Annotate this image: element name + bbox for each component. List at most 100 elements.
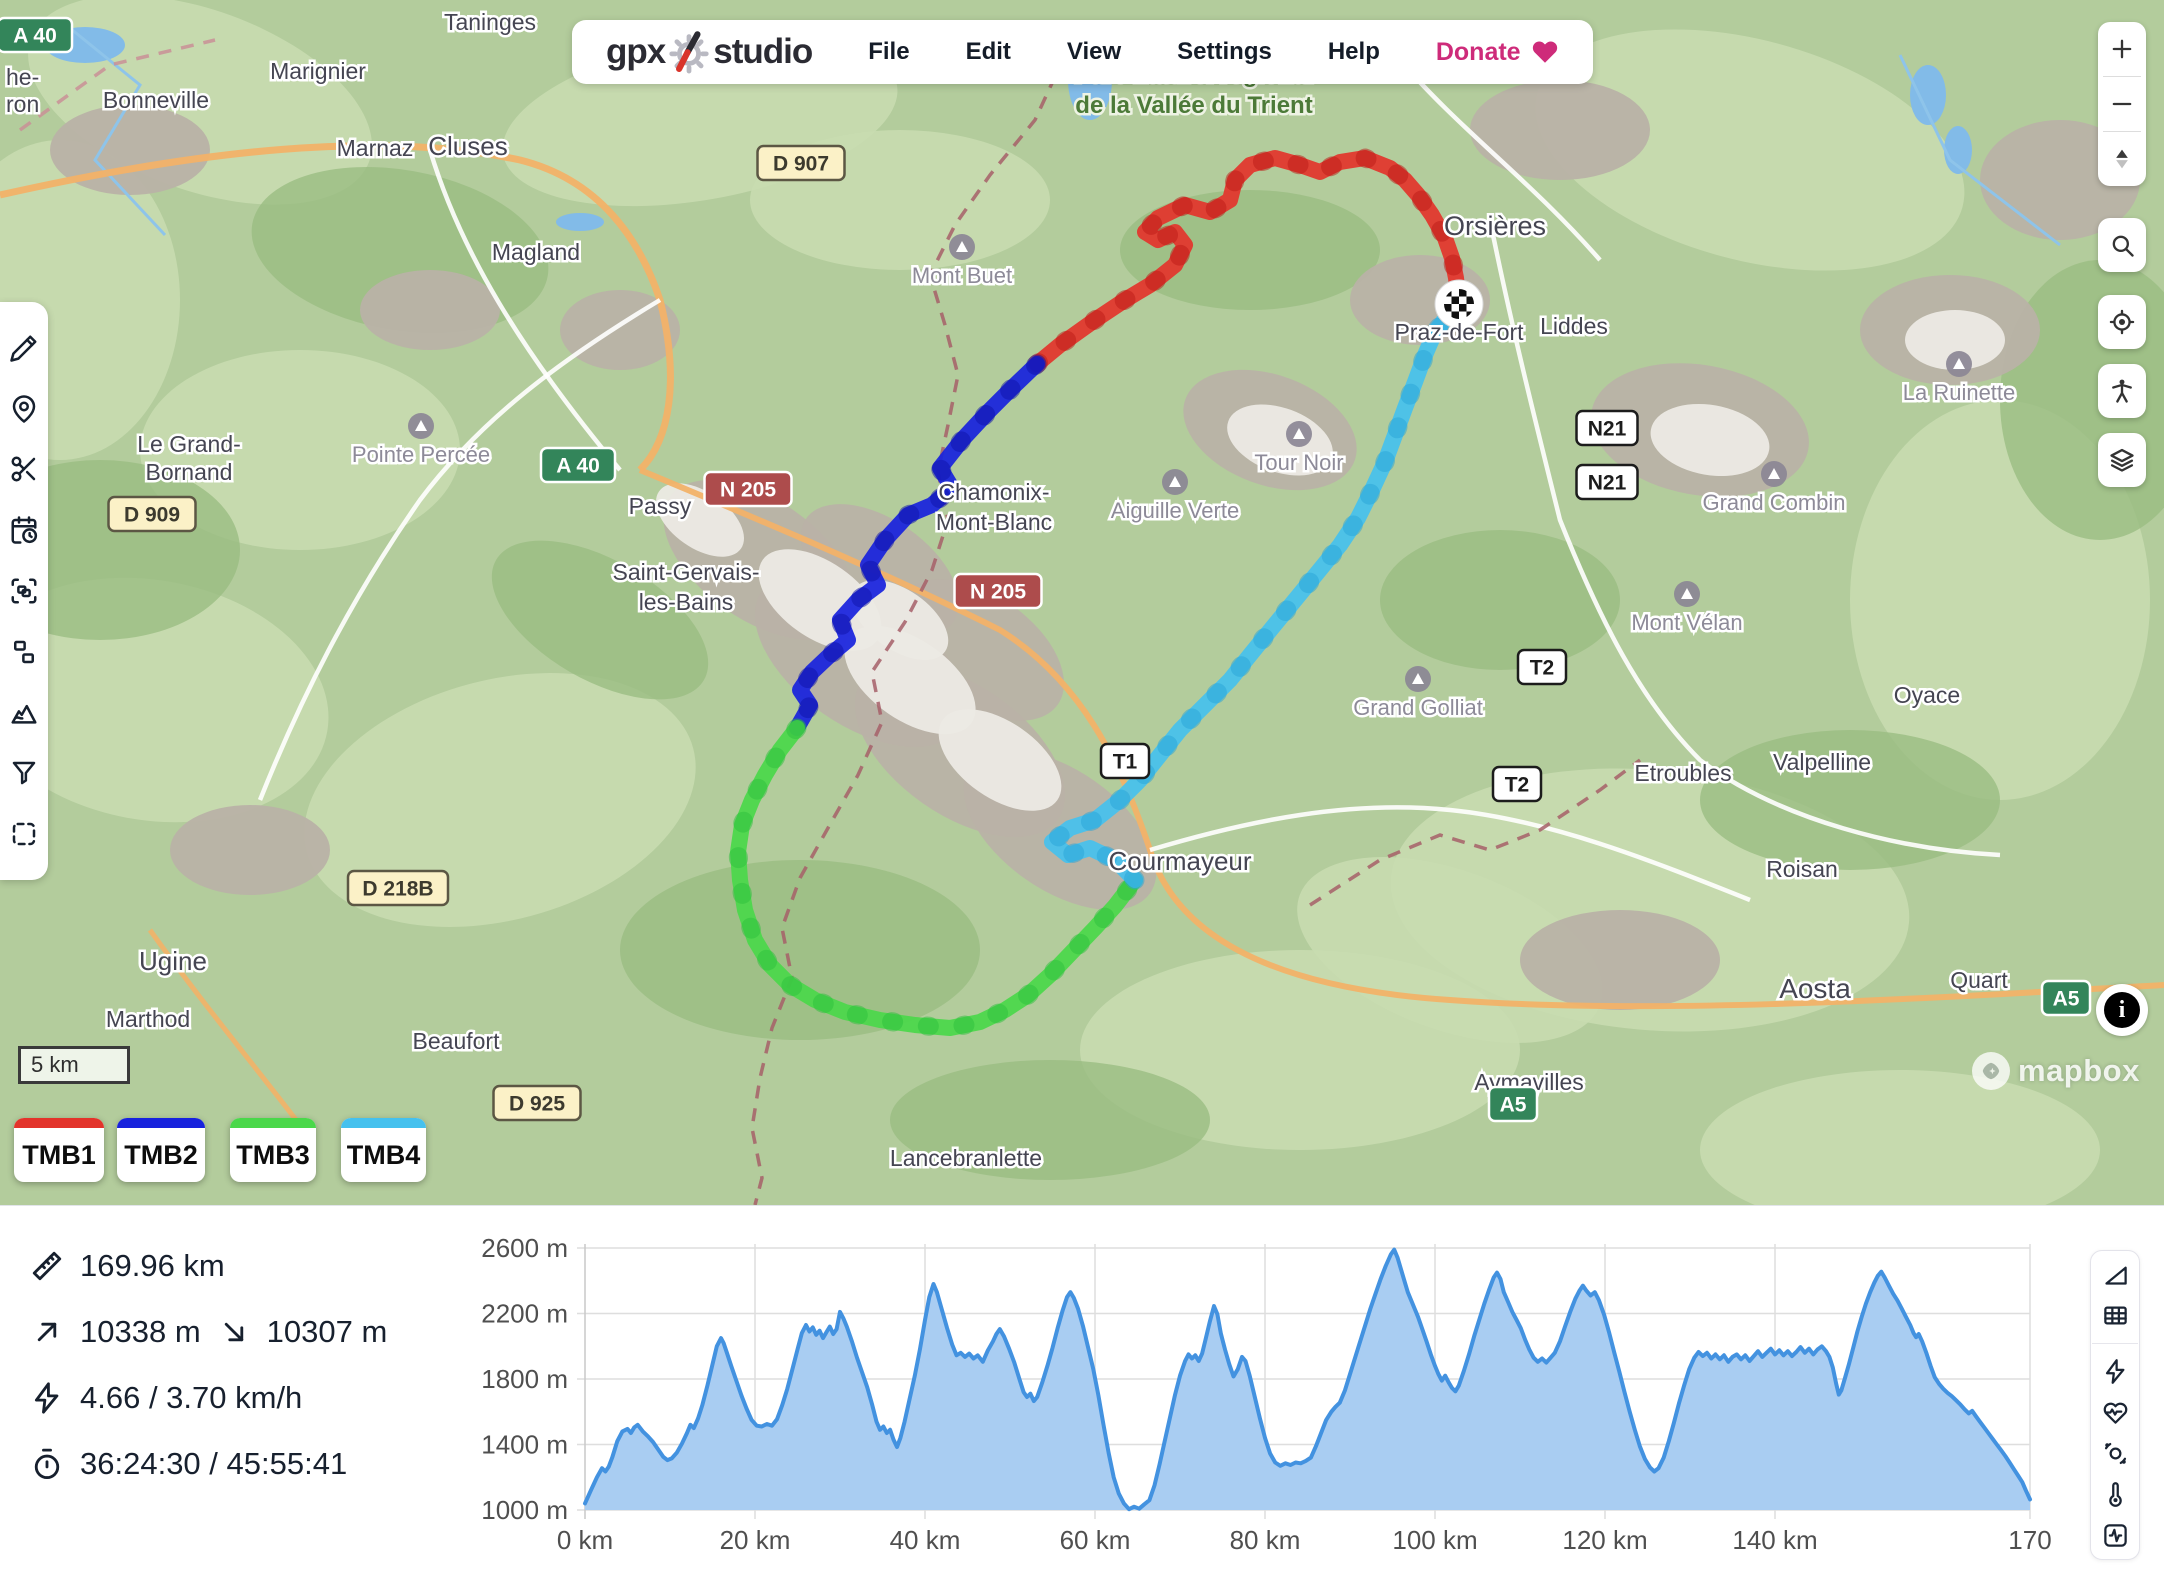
heart-pulse-option-button[interactable] <box>2102 1399 2129 1426</box>
place-label: Roisan <box>1766 856 1838 882</box>
road-shield: N21 <box>1575 463 1639 501</box>
map-canvas[interactable]: Parc naturel regionalde la Vallée du Tri… <box>0 0 2164 1205</box>
place-label: Courmayeur <box>1108 846 1251 876</box>
mountain-label: Pointe Percée <box>349 413 493 470</box>
table-icon <box>2103 1306 2127 1325</box>
search-button[interactable] <box>2098 218 2146 272</box>
slope-icon <box>2104 1266 2127 1285</box>
compass-button[interactable] <box>2098 132 2146 186</box>
svg-text:140 km: 140 km <box>1732 1525 1817 1555</box>
road-shield: N 205 <box>953 572 1043 610</box>
svg-text:Grand Golliat: Grand Golliat <box>1353 695 1483 720</box>
menu-item-file[interactable]: File <box>868 38 910 65</box>
road-shield: N21 <box>1575 409 1639 447</box>
svg-text:A 40: A 40 <box>556 455 600 478</box>
funnel-icon <box>12 762 36 785</box>
layers <box>2110 448 2134 472</box>
zoom-in-button[interactable] <box>2098 22 2146 76</box>
slope-option-button[interactable] <box>2102 1261 2129 1288</box>
mountain-label: Aiguille Verte <box>1108 469 1242 526</box>
map-control-group <box>2098 364 2146 418</box>
scissors-tool-button[interactable] <box>9 454 39 484</box>
svg-text:1800 m: 1800 m <box>481 1364 568 1394</box>
funnel-tool-button[interactable] <box>9 758 39 788</box>
table-option-button[interactable] <box>2102 1302 2129 1329</box>
stat-value: 36:24:30 / 45:55:41 <box>80 1446 348 1481</box>
elevation-panel: 169.96 km 10338 m 10307 m 4.66 / 3.70 km/h 3… <box>0 1205 2164 1570</box>
thermometer-option-button[interactable] <box>2102 1481 2129 1508</box>
mountain-label: Mont Vélan <box>1629 581 1745 638</box>
gpx-studio-logo[interactable]: gpx studio <box>606 30 813 74</box>
place-label: les-Bains <box>639 589 734 615</box>
svg-text:80 km: 80 km <box>1230 1525 1301 1555</box>
svg-text:D 909: D 909 <box>124 504 180 527</box>
main-menu-bar: gpx studio File Edi <box>572 20 1593 84</box>
place-label: Marnaz <box>337 135 414 161</box>
map-render[interactable]: Parc naturel regionalde la Vallée du Tri… <box>0 0 2164 1205</box>
svg-text:Mont Vélan: Mont Vélan <box>1631 610 1742 635</box>
timer-icon <box>30 1447 64 1481</box>
zap-icon <box>34 1382 59 1414</box>
menu-item-help[interactable]: Help <box>1327 38 1380 65</box>
mapbox-attribution[interactable]: mapbox <box>1972 1052 2140 1090</box>
calendar-clock-tool-button[interactable] <box>9 515 39 545</box>
stat-value: 10338 m <box>80 1314 201 1349</box>
map-control-group <box>2098 22 2146 186</box>
place-label: Ugine <box>139 946 207 976</box>
tab-tmb4[interactable]: TMB4 <box>341 1118 426 1182</box>
svg-text:N21: N21 <box>1588 418 1627 441</box>
scan-tool-button[interactable] <box>9 576 39 606</box>
locate-button[interactable] <box>2098 295 2146 349</box>
place-label: Valpelline <box>1773 749 1871 775</box>
menu-item-settings[interactable]: Settings <box>1177 38 1272 65</box>
attribution-info-button[interactable]: i <box>2096 984 2148 1036</box>
zap-option-button[interactable] <box>2102 1358 2129 1385</box>
divider <box>2103 131 2141 132</box>
pencil-tool-button[interactable] <box>9 333 39 363</box>
stat-row: 4.66 / 3.70 km/h <box>30 1380 387 1416</box>
place-label: Praz-de-Fort <box>1394 319 1524 345</box>
svg-text:120 km: 120 km <box>1562 1525 1647 1555</box>
orbit-option-button[interactable] <box>2102 1440 2129 1467</box>
tab-tmb3[interactable]: TMB3 <box>230 1118 316 1182</box>
svg-text:2200 m: 2200 m <box>481 1299 568 1329</box>
accessibility <box>2112 379 2132 403</box>
gear-pen-icon <box>669 31 709 74</box>
ruler-icon <box>32 1251 62 1281</box>
tab-tmb1[interactable]: TMB1 <box>14 1118 104 1182</box>
donate-label: Donate <box>1435 37 1521 66</box>
heart-icon <box>1532 41 1557 63</box>
activity-option-button[interactable] <box>2102 1522 2129 1549</box>
stat-row: 169.96 km <box>30 1248 387 1284</box>
menu-item-view[interactable]: View <box>1066 38 1122 65</box>
accessibility-button[interactable] <box>2098 364 2146 418</box>
elevation-chart[interactable]: 1000 m 1400 m 1800 m 2200 m 2600 m 0 km 20 km 4… <box>430 1236 2060 1561</box>
tab-label: TMB3 <box>236 1139 310 1170</box>
mountain-tool-button[interactable] <box>9 698 39 728</box>
stat-row: 10338 m 10307 m <box>30 1314 387 1350</box>
donate-button[interactable]: Donate <box>1436 38 1559 67</box>
tab-tmb2[interactable]: TMB2 <box>117 1118 205 1182</box>
map-pin-tool-button[interactable] <box>9 394 39 424</box>
arrow-up-right-icon <box>37 1322 57 1342</box>
place-label: Quart <box>1950 967 2008 993</box>
zoom-out-button[interactable] <box>2098 77 2146 131</box>
road-shield: A5 <box>1487 1085 1539 1123</box>
tab-label: TMB2 <box>124 1139 198 1170</box>
tab-color-bar <box>230 1118 316 1128</box>
svg-text:170: 170 <box>2008 1525 2051 1555</box>
road-shield: A 40 <box>539 446 617 484</box>
svg-text:40 km: 40 km <box>890 1525 961 1555</box>
layers-button[interactable] <box>2098 433 2146 487</box>
zap-icon <box>2105 1359 2124 1384</box>
mapbox-wordmark: mapbox <box>2018 1053 2140 1088</box>
road-shield: T2 <box>1516 648 1568 686</box>
finish-marker[interactable] <box>1434 279 1484 329</box>
svg-text:1400 m: 1400 m <box>481 1430 568 1460</box>
svg-text:D 907: D 907 <box>773 153 829 176</box>
svg-text:N21: N21 <box>1588 472 1627 495</box>
squares-tool-button[interactable] <box>9 637 39 667</box>
elevation-area[interactable] <box>585 1249 2030 1510</box>
menu-item-edit[interactable]: Edit <box>965 38 1011 65</box>
selection-box-tool-button[interactable] <box>9 819 39 849</box>
